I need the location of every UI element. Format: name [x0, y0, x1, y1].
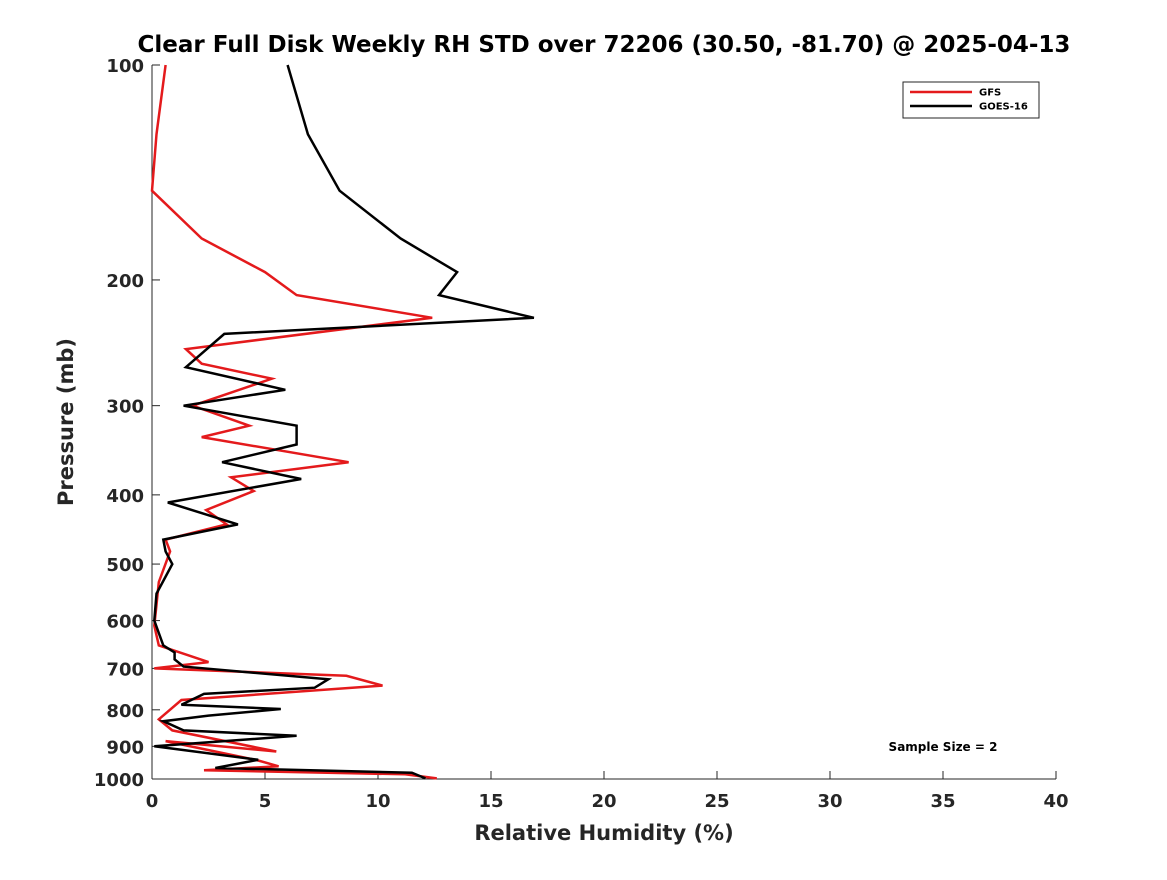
- x-tick-label: 40: [1043, 791, 1068, 812]
- y-tick-label: 100: [106, 56, 144, 77]
- x-tick-label: 20: [591, 791, 616, 812]
- x-tick-label: 35: [930, 791, 955, 812]
- x-tick-label: 5: [259, 791, 272, 812]
- y-tick-label: 800: [106, 701, 144, 722]
- x-ticks: 0 5 10 15 20 25 30 35 40: [146, 771, 1069, 812]
- x-tick-label: 15: [478, 791, 503, 812]
- y-tick-label: 300: [106, 397, 144, 418]
- series-line-goes-16: [153, 64, 535, 780]
- y-tick-label: 700: [106, 659, 144, 680]
- x-tick-label: 10: [365, 791, 390, 812]
- x-tick-label: 0: [146, 791, 159, 812]
- sample-size-annotation: Sample Size = 2: [889, 740, 998, 754]
- x-axis-label: Relative Humidity (%): [474, 821, 733, 845]
- legend-label-goes-16: GOES-16: [979, 102, 1028, 113]
- y-ticks: 100 200 300 400 500 600 700 800 900 1000: [94, 56, 160, 791]
- y-axis-label: Pressure (mb): [54, 338, 78, 506]
- chart-title: Clear Full Disk Weekly RH STD over 72206…: [138, 32, 1071, 58]
- y-tick-label: 600: [106, 612, 144, 633]
- legend-box: [902, 81, 1040, 119]
- x-tick-label: 25: [704, 791, 729, 812]
- legend: GFS GOES-16: [902, 81, 1040, 119]
- series-lines: [150, 64, 535, 780]
- legend-label-gfs: GFS: [979, 88, 1001, 99]
- series-line-gfs: [150, 64, 437, 780]
- y-tick-label: 1000: [94, 770, 144, 791]
- y-tick-label: 500: [106, 555, 144, 576]
- x-tick-label: 30: [817, 791, 842, 812]
- y-tick-label: 900: [106, 737, 144, 758]
- y-tick-label: 400: [106, 486, 144, 507]
- y-tick-label: 200: [106, 271, 144, 292]
